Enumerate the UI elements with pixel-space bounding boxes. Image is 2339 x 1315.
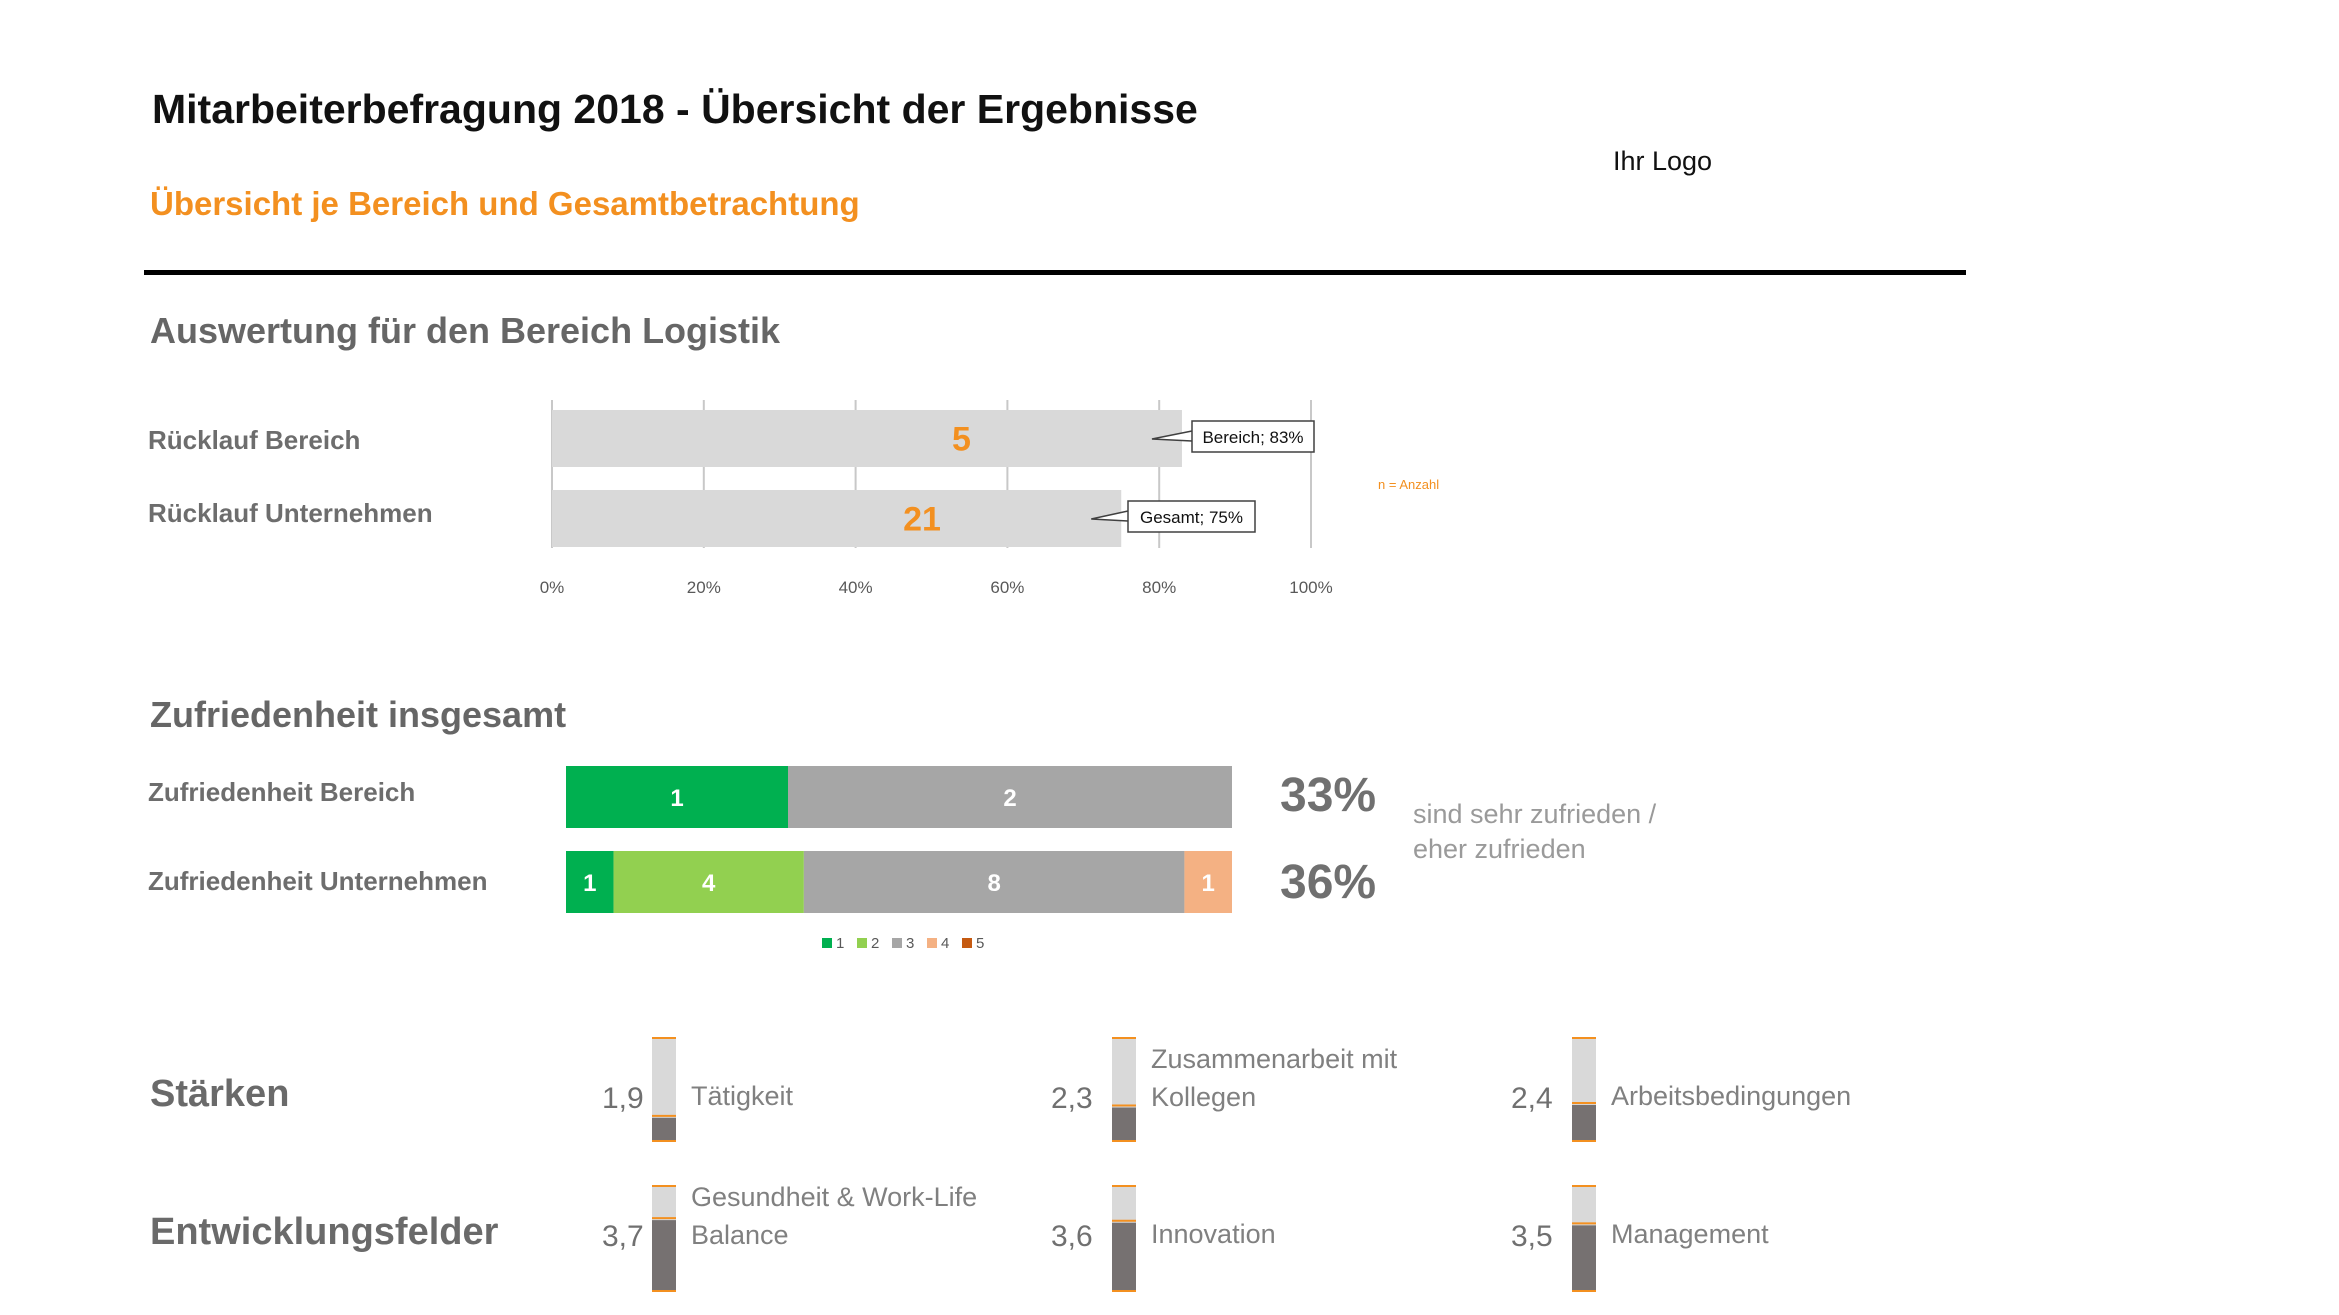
strength-label-line: Tätigkeit bbox=[691, 1081, 794, 1111]
legend-swatch bbox=[822, 938, 832, 948]
strength-label-line: Kollegen bbox=[1151, 1082, 1257, 1112]
strength-label-line: Zusammenarbeit mit bbox=[1151, 1044, 1398, 1074]
x-tick-label: 0% bbox=[540, 578, 565, 597]
strength-label: Arbeitsbedingungen bbox=[1611, 1077, 1851, 1115]
development-score: 3,5 bbox=[1511, 1220, 1553, 1253]
response-bar bbox=[552, 410, 1182, 467]
callout-box bbox=[1127, 500, 1256, 533]
response-bar bbox=[552, 490, 1122, 547]
satisfaction-company-label: Zufriedenheit Unternehmen bbox=[148, 866, 488, 896]
legend-swatch bbox=[857, 938, 867, 948]
callout-label: Bereich; 83% bbox=[1202, 428, 1303, 447]
development-label: Gesundheit & Work-Life Balance bbox=[691, 1178, 977, 1254]
header-divider bbox=[144, 270, 1966, 275]
response-area-label: Rücklauf Bereich bbox=[148, 425, 361, 455]
gauge-fill bbox=[1112, 1222, 1136, 1291]
gauge-fill bbox=[1572, 1104, 1596, 1141]
bar-count-label: 5 bbox=[952, 421, 971, 459]
legend-label: 3 bbox=[906, 935, 914, 952]
development-label-line: Innovation bbox=[1151, 1219, 1276, 1249]
response-company-label: Rücklauf Unternehmen bbox=[148, 498, 433, 528]
legend-label: 1 bbox=[836, 935, 844, 952]
development-label-line: Balance bbox=[691, 1220, 789, 1250]
strength-label: Tätigkeit bbox=[691, 1077, 793, 1115]
legend-swatch bbox=[892, 938, 902, 948]
gauge-fill bbox=[1572, 1225, 1596, 1291]
legend-label: 4 bbox=[941, 935, 949, 952]
strengths-heading: Stärken bbox=[150, 1073, 290, 1115]
callout-pointer bbox=[1151, 430, 1193, 442]
gauge-fill bbox=[652, 1220, 676, 1291]
logistik-heading: Auswertung für den Bereich Logistik bbox=[150, 310, 781, 351]
legend-swatch bbox=[927, 938, 937, 948]
development-score: 3,7 bbox=[602, 1220, 644, 1253]
gauge-fill bbox=[1112, 1107, 1136, 1141]
stacked-segment bbox=[803, 851, 1185, 913]
satisfaction-area-label: Zufriedenheit Bereich bbox=[148, 777, 416, 807]
segment-value-label: 1 bbox=[1202, 870, 1215, 897]
satisfaction-note: sind sehr zufrieden / eher zufrieden bbox=[1413, 797, 1656, 867]
satisfaction-note-line: sind sehr zufrieden / bbox=[1413, 799, 1657, 829]
strength-label: Zusammenarbeit mit Kollegen bbox=[1151, 1040, 1397, 1116]
callout-pointer bbox=[1091, 510, 1129, 522]
callout-label: Gesamt; 75% bbox=[1140, 508, 1243, 527]
legend-swatch bbox=[962, 938, 972, 948]
bar-count-label: 21 bbox=[903, 501, 941, 539]
development-label: Innovation bbox=[1151, 1215, 1276, 1253]
x-tick-label: 20% bbox=[687, 578, 721, 597]
strength-score: 2,4 bbox=[1511, 1082, 1553, 1115]
stacked-segment bbox=[1184, 851, 1232, 913]
page-subtitle: Übersicht je Bereich und Gesamtbetrachtu… bbox=[150, 185, 860, 222]
gauge-fill bbox=[652, 1117, 676, 1141]
x-tick-label: 100% bbox=[1289, 578, 1332, 597]
callout-box bbox=[1191, 420, 1315, 453]
page-title: Mitarbeiterbefragung 2018 - Übersicht de… bbox=[152, 86, 1198, 132]
satisfaction-area-percent: 33% bbox=[1280, 769, 1377, 822]
strength-label-line: Arbeitsbedingungen bbox=[1611, 1081, 1852, 1111]
satisfaction-heading: Zufriedenheit insgesamt bbox=[150, 694, 567, 735]
segment-value-label: 4 bbox=[702, 870, 716, 897]
legend-label: 5 bbox=[976, 935, 984, 952]
development-label-line: Gesundheit & Work-Life bbox=[691, 1182, 978, 1212]
satisfaction-note-line: eher zufrieden bbox=[1413, 834, 1586, 864]
x-tick-label: 40% bbox=[839, 578, 873, 597]
development-heading: Entwicklungsfelder bbox=[150, 1211, 499, 1253]
chart-note: n = Anzahl bbox=[1378, 477, 1439, 492]
strength-score: 1,9 bbox=[602, 1082, 644, 1115]
stacked-segment bbox=[613, 851, 804, 913]
development-score: 3,6 bbox=[1051, 1220, 1093, 1253]
x-tick-label: 60% bbox=[990, 578, 1024, 597]
segment-value-label: 8 bbox=[987, 870, 1000, 897]
legend-label: 2 bbox=[871, 935, 879, 952]
strength-score: 2,3 bbox=[1051, 1082, 1093, 1115]
segment-value-label: 2 bbox=[1003, 785, 1016, 812]
segment-value-label: 1 bbox=[583, 870, 596, 897]
logo-placeholder: Ihr Logo bbox=[1613, 146, 1713, 176]
satisfaction-company-percent: 36% bbox=[1280, 856, 1377, 909]
stacked-segment bbox=[566, 851, 614, 913]
stacked-segment bbox=[566, 766, 788, 828]
development-label: Management bbox=[1611, 1215, 1769, 1253]
stacked-segment bbox=[788, 766, 1232, 828]
segment-value-label: 1 bbox=[670, 785, 683, 812]
development-label-line: Management bbox=[1611, 1219, 1769, 1249]
x-tick-label: 80% bbox=[1142, 578, 1176, 597]
